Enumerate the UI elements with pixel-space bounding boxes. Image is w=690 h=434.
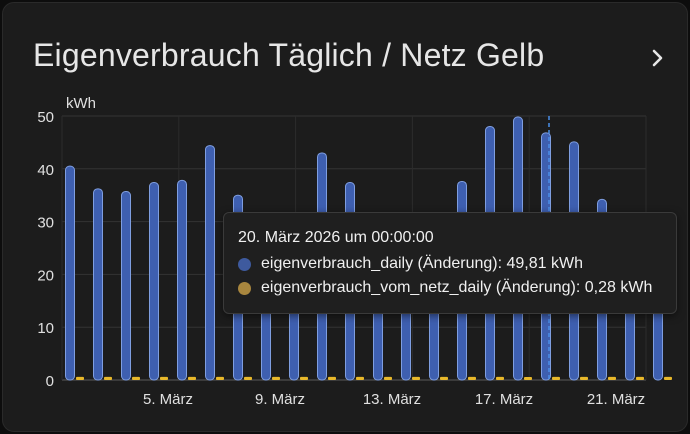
bar-eigenverbrauch[interactable] (177, 179, 187, 381)
bar-eigenverbrauch[interactable] (121, 191, 131, 381)
bar-netz[interactable] (356, 376, 364, 380)
bar-netz[interactable] (188, 376, 196, 380)
y-tick-label: 20 (37, 267, 54, 284)
y-tick-label: 40 (37, 162, 54, 179)
bar-netz[interactable] (160, 376, 168, 380)
bar-netz[interactable] (328, 376, 336, 380)
bar-netz[interactable] (216, 376, 224, 380)
card-title: Eigenverbrauch Täglich / Netz Gelb (33, 37, 545, 73)
bar-netz[interactable] (552, 376, 560, 380)
x-tick-label: 13. März (363, 391, 421, 408)
bar-netz[interactable] (636, 376, 644, 380)
bar-netz[interactable] (496, 376, 504, 380)
tooltip-row-grid: eigenverbrauch_vom_netz_daily (Änderung)… (238, 279, 652, 297)
tooltip-title: 20. März 2026 um 00:00:00 (238, 229, 434, 246)
bar-netz[interactable] (300, 376, 308, 380)
bar-netz[interactable] (440, 376, 448, 380)
x-tick-label: 9. März (255, 391, 305, 408)
bar-netz[interactable] (608, 376, 616, 380)
bar-eigenverbrauch[interactable] (93, 188, 103, 381)
y-tick-label: 0 (46, 373, 54, 390)
bar-netz[interactable] (76, 376, 84, 380)
bar-netz[interactable] (468, 376, 476, 380)
chevron-right-icon[interactable] (643, 43, 673, 73)
tooltip-row-consumption: eigenverbrauch_daily (Änderung): 49,81 k… (238, 255, 583, 273)
bar-netz[interactable] (664, 376, 672, 380)
series-color-dot (238, 257, 251, 271)
chart-tooltip: 20. März 2026 um 00:00:00 eigenverbrauch… (223, 212, 677, 314)
y-axis-unit-label: kWh (66, 95, 96, 112)
bar-netz[interactable] (132, 376, 140, 380)
bar-netz[interactable] (524, 377, 532, 380)
bar-netz[interactable] (104, 376, 112, 380)
y-tick-label: 10 (37, 320, 54, 337)
bar-netz[interactable] (244, 376, 252, 380)
x-tick-label: 5. März (143, 391, 193, 408)
bar-netz[interactable] (580, 376, 588, 380)
x-tick-label: 21. März (587, 391, 645, 408)
tooltip-row-label: eigenverbrauch_vom_netz_daily (Änderung)… (261, 279, 653, 296)
bar-netz[interactable] (412, 376, 420, 380)
x-tick-label: 17. März (475, 391, 533, 408)
bar-eigenverbrauch[interactable] (149, 182, 159, 381)
y-tick-label: 30 (37, 215, 54, 232)
bar-eigenverbrauch[interactable] (205, 145, 215, 381)
bar-eigenverbrauch[interactable] (65, 165, 75, 381)
y-tick-label: 50 (37, 109, 54, 126)
tooltip-row-label: eigenverbrauch_daily (Änderung): 49,81 k… (261, 255, 583, 272)
series-color-dot (238, 281, 251, 295)
bar-netz[interactable] (384, 376, 392, 380)
bar-netz[interactable] (272, 376, 280, 380)
